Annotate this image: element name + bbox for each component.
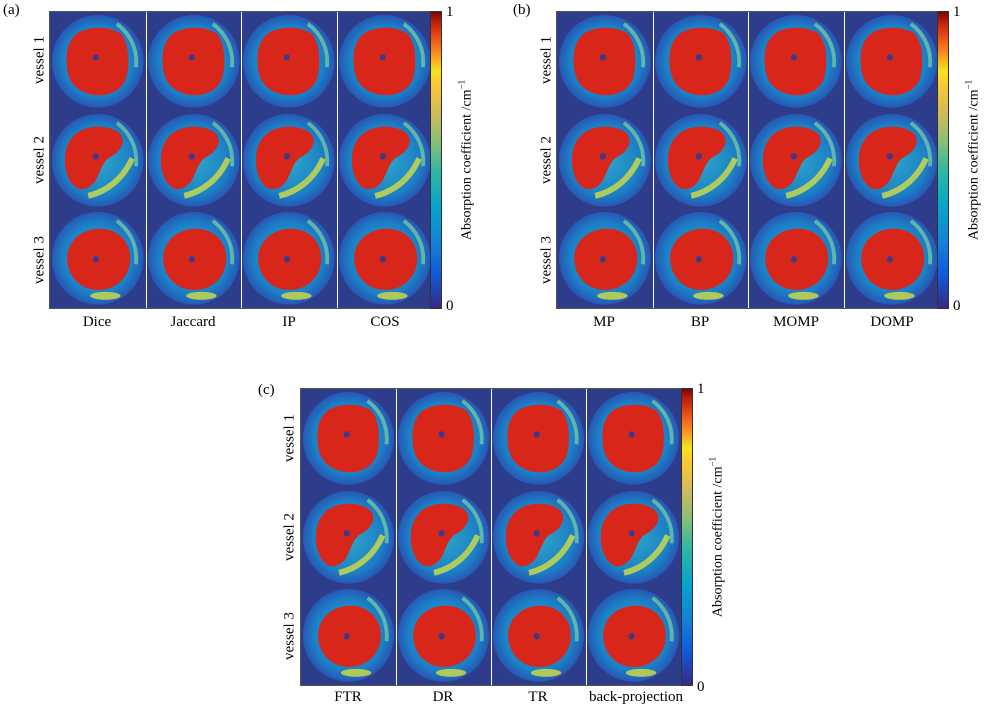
- panel-a-col-label-3: IP: [282, 314, 296, 330]
- panel-b-col-label-1: MP: [593, 314, 615, 330]
- panel-a-colorbar-max: 1: [446, 4, 454, 20]
- reconstruction-image: [336, 209, 432, 308]
- panel-a-image-grid: [49, 11, 433, 309]
- panel-a-row-label-2: vessel 2: [31, 136, 48, 184]
- reconstruction-image: [396, 389, 491, 488]
- panel-b-col-label-3: MOMP: [773, 314, 819, 330]
- reconstruction-image: [491, 586, 586, 685]
- reconstruction-image: [241, 209, 337, 308]
- panel-a-row-label-3: vessel 3: [31, 236, 48, 284]
- panel-b-image-grid: [556, 11, 940, 309]
- panel-c-row-label-2: vessel 2: [281, 513, 298, 561]
- reconstruction-image: [241, 12, 337, 111]
- panel-b-colorbar-min: 0: [953, 298, 961, 314]
- reconstruction-image: [336, 12, 432, 111]
- column-separator: [241, 12, 242, 308]
- reconstruction-image: [652, 209, 748, 308]
- reconstruction-image: [586, 389, 681, 488]
- panel-a-colorbar-title: Absorption coefficient /cm−1: [456, 79, 475, 241]
- reconstruction-image: [301, 389, 396, 488]
- panel-a-colorbar: [430, 11, 442, 309]
- column-separator: [652, 12, 654, 308]
- panel-b-colorbar: [937, 11, 949, 309]
- reconstruction-image: [491, 487, 586, 587]
- reconstruction-image: [557, 12, 653, 111]
- reconstruction-image: [145, 110, 241, 210]
- panel-c-colorbar-min: 0: [697, 679, 705, 695]
- reconstruction-image: [336, 110, 432, 210]
- reconstruction-image: [748, 110, 844, 210]
- panel-c-col-label-1: FTR: [334, 689, 362, 705]
- panel-c-colorbar-max: 1: [697, 381, 705, 397]
- panel-a-col-label-2: Jaccard: [170, 314, 216, 330]
- panel-a-row-label-1: vessel 1: [31, 36, 48, 84]
- panel-c-col-label-3: TR: [528, 689, 548, 705]
- panel-a-label: (a): [3, 2, 20, 18]
- panel-b-row-label-3: vessel 3: [538, 236, 555, 284]
- reconstruction-image: [652, 110, 748, 210]
- reconstruction-image: [301, 487, 396, 587]
- reconstruction-image: [652, 12, 748, 111]
- reconstruction-image: [557, 110, 653, 210]
- column-separator: [586, 389, 587, 685]
- reconstruction-image: [491, 389, 586, 488]
- panel-b-row-label-1: vessel 1: [538, 36, 555, 84]
- reconstruction-image: [748, 209, 844, 308]
- reconstruction-image: [50, 110, 146, 210]
- reconstruction-image: [843, 12, 939, 111]
- panel-b-col-label-4: DOMP: [870, 314, 914, 330]
- panel-c-colorbar-title: Absorption coefficient /cm−1: [707, 456, 726, 618]
- reconstruction-image: [241, 110, 337, 210]
- panel-b-colorbar-max: 1: [953, 4, 961, 20]
- column-separator: [336, 12, 338, 308]
- reconstruction-image: [748, 12, 844, 111]
- panel-c-col-label-2: DR: [432, 689, 454, 705]
- reconstruction-image: [843, 209, 939, 308]
- panel-c-colorbar: [681, 388, 693, 686]
- panel-c-row-label-3: vessel 3: [281, 612, 298, 660]
- column-separator: [491, 389, 492, 685]
- reconstruction-image: [145, 12, 241, 111]
- panel-c-image-grid: [300, 388, 682, 686]
- reconstruction-image: [557, 209, 653, 308]
- reconstruction-image: [301, 586, 396, 685]
- reconstruction-image: [843, 110, 939, 210]
- reconstruction-image: [586, 487, 681, 587]
- column-separator: [748, 12, 749, 308]
- panel-b-label: (b): [513, 2, 531, 18]
- reconstruction-image: [396, 487, 491, 587]
- panel-c-label: (c): [258, 382, 275, 398]
- reconstruction-image: [145, 209, 241, 308]
- column-separator: [396, 389, 397, 685]
- panel-a-col-label-4: COS: [370, 314, 400, 330]
- panel-a-col-label-1: Dice: [82, 314, 112, 330]
- panel-a-colorbar-min: 0: [446, 298, 454, 314]
- reconstruction-image: [50, 12, 146, 111]
- column-separator: [145, 12, 147, 308]
- panel-c-row-label-1: vessel 1: [281, 414, 298, 462]
- reconstruction-image: [586, 586, 681, 685]
- reconstruction-image: [396, 586, 491, 685]
- panel-c-col-label-4: back-projection: [588, 689, 684, 705]
- panel-b-colorbar-title: Absorption coefficient /cm−1: [963, 79, 982, 241]
- panel-b-col-label-2: BP: [690, 314, 710, 330]
- reconstruction-image: [50, 209, 146, 308]
- panel-b-row-label-2: vessel 2: [538, 136, 555, 184]
- column-separator: [843, 12, 845, 308]
